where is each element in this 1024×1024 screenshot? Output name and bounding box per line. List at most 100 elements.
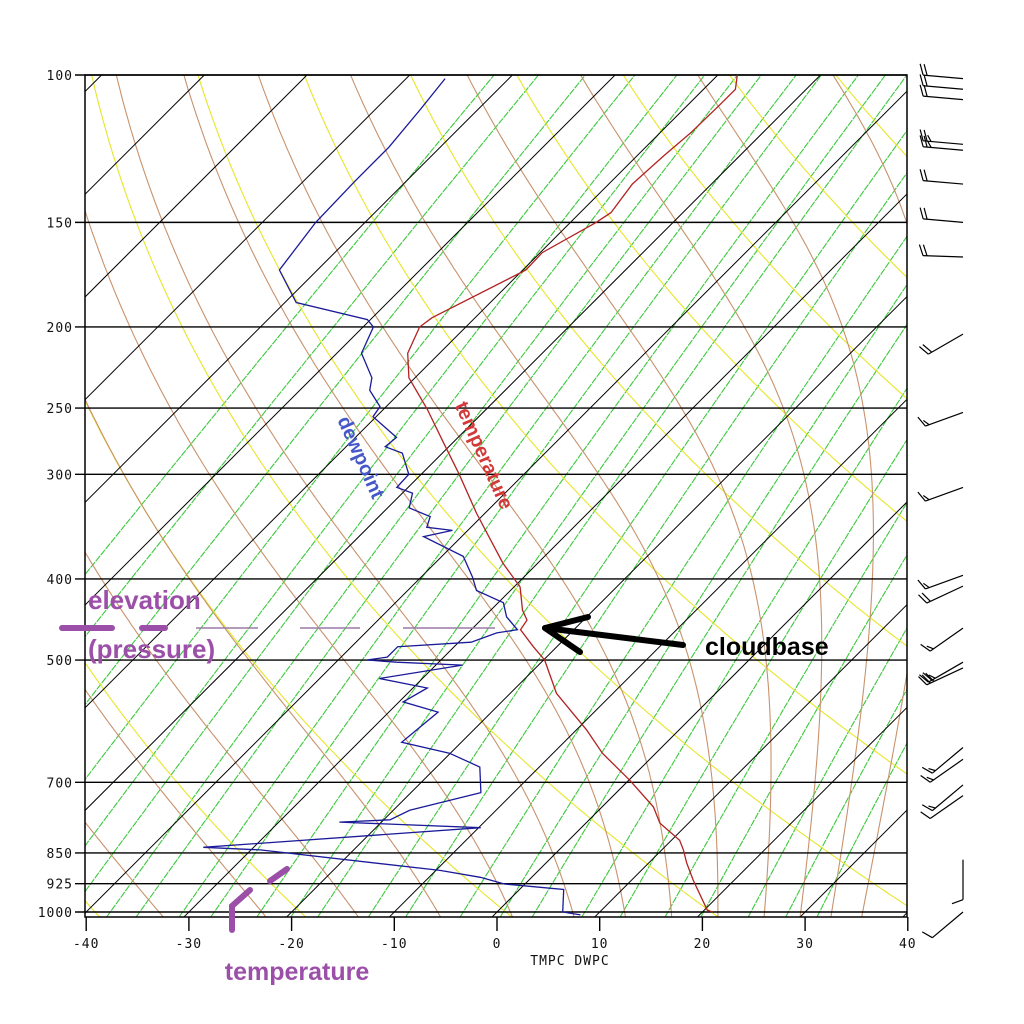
dry-adiabat-line [622, 75, 907, 400]
background-lines [85, 71, 1024, 917]
wind-barb [919, 84, 964, 101]
mixing-ratio-line [581, 387, 907, 917]
wind-barb-flag [918, 594, 928, 604]
mixing-ratio-line [499, 283, 907, 917]
x-tick-label: 30 [796, 937, 814, 952]
mixing-ratio-line [85, 75, 540, 638]
x-tick-label: -10 [381, 937, 407, 952]
wind-barb-staff [923, 74, 964, 80]
wind-barb-flag [917, 579, 926, 590]
wind-barb-staff [923, 180, 964, 185]
wind-barbs [917, 63, 964, 939]
isotherm-line [388, 398, 907, 917]
wind-barb-flag [927, 134, 932, 142]
wind-barb-flag [923, 84, 928, 97]
wind-barb-staff [931, 747, 964, 774]
isotherm-line [85, 75, 205, 196]
annotation-dewpoint: dewpoint [333, 413, 389, 502]
mixing-ratio-line [106, 75, 739, 917]
moist-adiabat-line [697, 75, 874, 917]
y-tick-label: 250 [47, 402, 73, 417]
wind-barb-staff [928, 661, 964, 683]
wind-barb-flag [922, 344, 933, 353]
temperature-profile-line [407, 75, 738, 913]
moist-adiabat-line [85, 397, 442, 917]
dry-adiabat-line [835, 75, 907, 158]
wind-barb [919, 74, 964, 90]
wind-barb-flag [919, 346, 929, 355]
wind-barb-flag [919, 674, 929, 683]
wind-barb-staff [926, 667, 964, 686]
annotation-temperature: temperature [450, 398, 517, 513]
wind-barb-flag [922, 244, 928, 256]
wind-barb-staff [923, 255, 964, 258]
wind-barb-staff [923, 140, 964, 145]
dewpoint-profile-line [203, 78, 581, 916]
mixing-ratio-line [459, 235, 907, 917]
x-tick-label: 10 [591, 937, 609, 952]
moist-adiabat-line [183, 75, 627, 917]
annotation-elevation: elevation [88, 585, 201, 615]
sounding-profiles [203, 75, 738, 916]
moist-adiabat-line [580, 75, 823, 917]
wind-barb-flag [951, 899, 964, 905]
wind-barb-flag [927, 140, 932, 148]
plot-frame [84, 74, 908, 918]
mixing-ratio-line [747, 626, 907, 917]
wind-barb [919, 207, 964, 223]
mixing-ratio-line [85, 75, 495, 576]
dry-adiabat-line [197, 75, 907, 907]
isotherm-line [697, 706, 907, 917]
y-tick-label: 700 [47, 776, 73, 791]
cloudbase-arrow [542, 614, 686, 655]
wind-barb-flag [918, 244, 924, 256]
wind-barb-flag [923, 419, 930, 426]
x-tick-label: -40 [73, 937, 99, 952]
moist-adiabat-line [85, 550, 359, 917]
wind-barb-flag [919, 63, 924, 76]
mixing-ratio-line [290, 75, 887, 917]
wind-barb-flag [919, 135, 924, 147]
wind-barb [918, 244, 964, 258]
wind-barb-flag [923, 207, 928, 220]
moist-adiabat-line [85, 208, 514, 917]
y-tick-label: 925 [47, 878, 73, 893]
wind-barb-staff [928, 333, 964, 355]
isotherm-line [85, 75, 616, 606]
moist-adiabat-line [466, 75, 772, 917]
wind-barb-flag [920, 811, 931, 820]
y-tick-label: 150 [47, 216, 73, 231]
x-tick-label: 0 [493, 937, 502, 952]
wind-barb [918, 667, 964, 686]
wind-barb-flag [925, 672, 935, 682]
wind-barb [951, 859, 964, 905]
dry-adiabat-line [939, 71, 1024, 917]
wind-barb [921, 784, 964, 812]
wind-barb-flag [923, 74, 928, 87]
annotation-temperature-axis: temperature [225, 958, 370, 986]
temperature-axis-marks [229, 866, 290, 933]
mixing-ratio-line [531, 323, 907, 917]
wind-barb-flag [918, 676, 928, 686]
isotherm-line [85, 75, 513, 504]
wind-barb [919, 333, 964, 355]
wind-barb-staff [923, 218, 964, 223]
wind-barb-flag [928, 805, 936, 809]
moist-adiabat-line [257, 75, 673, 917]
wind-barb-flag [923, 64, 928, 76]
wind-barb-flag [923, 135, 928, 148]
wind-barb-flag [919, 74, 924, 86]
x-tick-label: 20 [694, 937, 712, 952]
mixing-ratio-line [210, 75, 823, 917]
isotherm-line [85, 90, 907, 914]
wind-barb [919, 661, 964, 683]
wind-barb [920, 627, 964, 652]
wind-barb-staff [931, 911, 964, 939]
y-tick-label: 100 [47, 69, 73, 84]
wind-barb [917, 574, 964, 590]
wind-barb [921, 911, 964, 939]
wind-barb-flag [923, 169, 928, 182]
wind-barb-flag [917, 416, 926, 427]
